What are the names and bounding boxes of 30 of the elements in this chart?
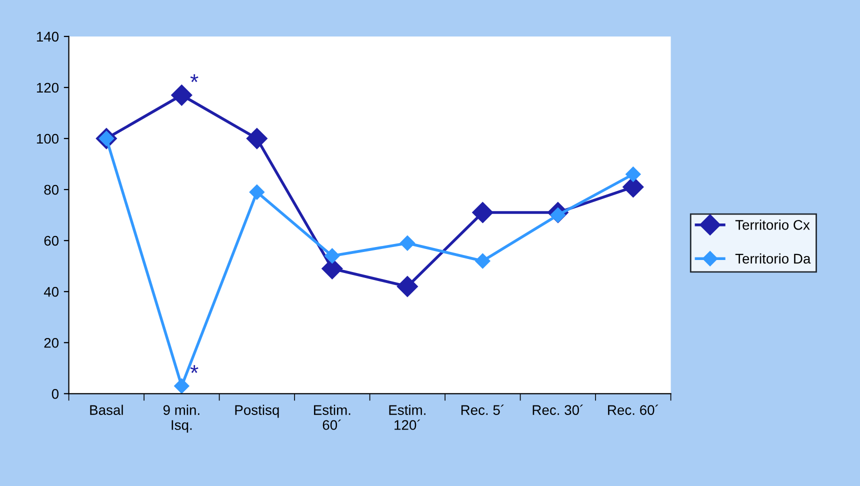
x-tick-label: Estim. 120´: [389, 404, 426, 430]
y-tick-label: 120: [36, 82, 59, 93]
point: [400, 236, 415, 251]
x-tick-label: Rec. 30´: [532, 404, 583, 415]
legend-label: Territorio Cx: [735, 220, 810, 230]
point: [475, 253, 490, 269]
x-tick-label: 9 min. Isq.: [163, 404, 200, 433]
y-tick-label: 140: [36, 32, 59, 42]
point: [626, 166, 641, 182]
y-tick-label: 80: [44, 184, 59, 195]
point: [396, 276, 418, 298]
x-tick-label: Rec. 5´: [461, 404, 504, 415]
y-tick-label: 0: [52, 388, 59, 399]
y-tick-label: 20: [44, 338, 59, 348]
annotation: *: [190, 74, 198, 82]
x-tick-label: Postisq: [235, 404, 279, 418]
legend-label: Territorio Da: [735, 253, 811, 264]
y-tick-label: 100: [36, 134, 59, 144]
point: [324, 248, 340, 264]
point: [171, 84, 192, 106]
x-tick-label: Estim. 60´: [314, 404, 350, 430]
point: [472, 202, 494, 224]
x-tick-label: Basal: [90, 404, 123, 415]
x-tick-label: Rec. 60´: [608, 404, 658, 415]
y-tick-label: 60: [44, 236, 59, 246]
point: [174, 378, 190, 394]
y-tick-label: 40: [44, 286, 59, 297]
annotation: *: [190, 365, 198, 373]
point: [249, 184, 264, 200]
point: [246, 128, 268, 150]
